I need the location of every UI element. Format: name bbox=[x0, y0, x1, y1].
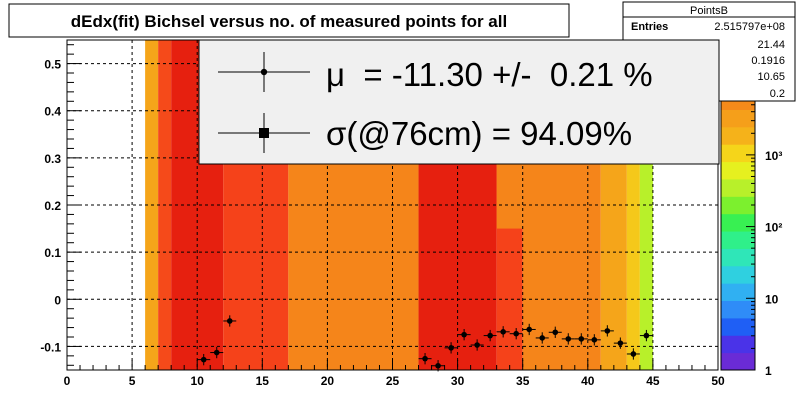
legend-text-mu: μ = -11.30 +/- 0.21 % bbox=[326, 56, 653, 93]
profile-point bbox=[548, 326, 562, 338]
profile-point bbox=[587, 334, 601, 346]
palette-swatch bbox=[721, 196, 755, 215]
x-tick-label: 25 bbox=[386, 374, 400, 388]
y-tick-label: 0.5 bbox=[44, 58, 61, 72]
legend-text-sigma: σ(@76cm) = 94.09% bbox=[326, 115, 632, 152]
profile-point bbox=[509, 328, 523, 340]
palette-swatch bbox=[721, 317, 755, 336]
y-tick-label: 0.3 bbox=[44, 152, 61, 166]
profile-point bbox=[210, 346, 224, 359]
y-tick-label: 0.4 bbox=[44, 105, 61, 119]
legend-entry-sigma: σ(@76cm) = 94.09% bbox=[218, 113, 632, 153]
profile-point bbox=[496, 326, 510, 338]
stats-row-value: 21.44 bbox=[757, 39, 785, 51]
palette-swatch bbox=[721, 126, 755, 145]
palette-label: 10³ bbox=[765, 149, 782, 163]
legend-box: μ = -11.30 +/- 0.21 % σ(@76cm) = 94.09% bbox=[198, 39, 720, 165]
stats-row-value: 0.1916 bbox=[751, 55, 785, 67]
palette-label: 10 bbox=[765, 292, 779, 306]
palette-swatch bbox=[721, 265, 755, 284]
y-tick-label: -0.1 bbox=[40, 340, 61, 354]
profile-point bbox=[613, 337, 627, 349]
profile-points bbox=[197, 315, 653, 372]
stats-row-value: 0.2 bbox=[770, 88, 785, 100]
x-tick-label: 35 bbox=[516, 374, 530, 388]
x-tick-label: 20 bbox=[321, 374, 335, 388]
profile-point bbox=[483, 329, 497, 342]
x-tick-label: 15 bbox=[256, 374, 270, 388]
profile-point bbox=[561, 333, 575, 345]
palette-swatch bbox=[721, 283, 755, 302]
palette-swatch bbox=[721, 178, 755, 197]
profile-point bbox=[639, 329, 653, 342]
chart-title: dEdx(fit) Bichsel versus no. of measured… bbox=[71, 12, 507, 31]
profile-point bbox=[444, 342, 458, 354]
stats-row-value: 2.515797e+08 bbox=[714, 21, 785, 33]
legend-marker-circle bbox=[260, 68, 268, 76]
profile-point bbox=[223, 315, 237, 327]
x-tick-label: 45 bbox=[646, 374, 660, 388]
y-tick-label: 0.2 bbox=[44, 199, 61, 213]
palette-swatch bbox=[721, 231, 755, 249]
palette-swatch bbox=[721, 213, 755, 232]
y-tick-label: 0 bbox=[54, 293, 61, 307]
palette-swatch bbox=[721, 248, 755, 267]
x-tick-label: 50 bbox=[711, 374, 725, 388]
stats-row-label: Entries bbox=[631, 21, 668, 33]
profile-point bbox=[600, 325, 614, 337]
palette-label: 10² bbox=[765, 221, 782, 235]
profile-point bbox=[522, 323, 536, 336]
profile-point bbox=[431, 360, 445, 372]
palette-label: 1 bbox=[765, 364, 772, 378]
title-box: dEdx(fit) Bichsel versus no. of measured… bbox=[8, 3, 570, 38]
y-tick-label: 0.1 bbox=[44, 246, 61, 260]
x-tick-label: 0 bbox=[64, 374, 71, 388]
stats-title: PointsB bbox=[690, 5, 728, 17]
palette-swatch bbox=[721, 335, 755, 354]
profile-point bbox=[457, 328, 471, 341]
x-tick-label: 5 bbox=[129, 374, 136, 388]
x-tick-label: 10 bbox=[191, 374, 205, 388]
profile-point bbox=[470, 339, 484, 351]
x-tick-label: 30 bbox=[451, 374, 465, 388]
palette-swatch bbox=[721, 352, 755, 371]
profile-point bbox=[626, 348, 640, 360]
legend-marker-square bbox=[259, 128, 269, 138]
legend-entry-mu: μ = -11.30 +/- 0.21 % bbox=[218, 52, 653, 93]
palette-swatch bbox=[721, 109, 755, 128]
profile-point bbox=[535, 332, 549, 344]
profile-point bbox=[574, 333, 588, 345]
axes: 0 5 10 15 20 25 30 35 40 45 50 -0.1 0 0.1 0.2 0.3 0.4 0.5 bbox=[40, 39, 725, 388]
profile-point bbox=[418, 353, 432, 365]
profile-point bbox=[197, 353, 211, 366]
x-tick-label: 40 bbox=[581, 374, 595, 388]
stats-row-value: 10.65 bbox=[757, 71, 785, 83]
palette-swatch bbox=[721, 144, 755, 163]
palette-swatch bbox=[721, 300, 755, 319]
palette-swatch bbox=[721, 161, 755, 180]
